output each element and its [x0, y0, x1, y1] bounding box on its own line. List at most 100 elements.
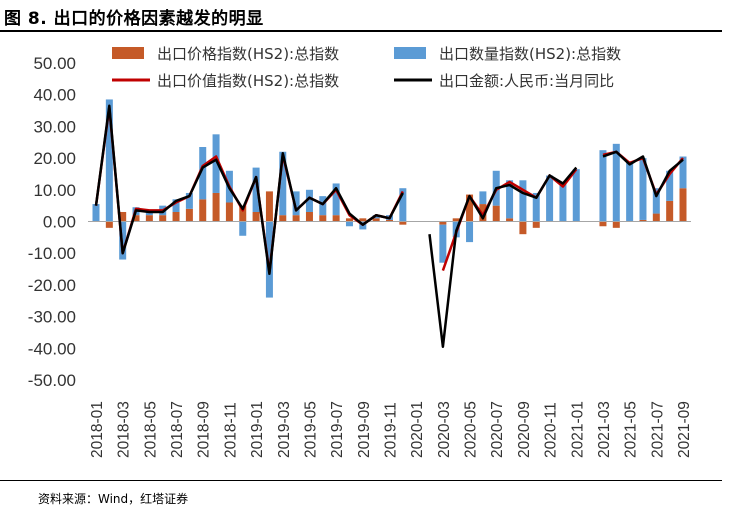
bar-quantity-index	[479, 191, 487, 205]
bar-quantity-index	[506, 180, 514, 219]
bar-price-index	[639, 219, 647, 222]
bar-quantity-index	[185, 192, 193, 209]
x-tick-label: 2019-07	[329, 401, 346, 458]
bar-price-index	[345, 218, 353, 222]
bar-price-index	[239, 205, 247, 222]
bar-price-index	[265, 191, 273, 222]
legend-label: 出口金额:人民币:当月同比	[439, 72, 614, 90]
bar-price-index	[145, 215, 153, 222]
bar-price-index	[359, 218, 367, 222]
x-tick-label: 2018-07	[169, 401, 186, 458]
bar-quantity-index	[559, 183, 567, 222]
x-tick-label: 2021-03	[596, 401, 613, 458]
bar-price-index	[172, 211, 180, 222]
bar-price-index	[519, 221, 527, 235]
x-tick-label: 2020-07	[489, 401, 506, 458]
title-rule	[0, 30, 722, 32]
bar-price-index	[225, 202, 233, 222]
y-tick-label: 50.00	[33, 54, 76, 73]
bar-price-index	[372, 218, 380, 222]
bar-price-index	[185, 208, 193, 222]
bar-quantity-index	[612, 143, 620, 222]
x-tick-label: 2019-03	[276, 401, 293, 458]
bar-price-index	[679, 188, 687, 222]
bar-price-index	[105, 221, 113, 228]
legend-label: 出口价值指数(HS2):总指数	[157, 72, 339, 90]
legend-label: 出口价格指数(HS2):总指数	[157, 45, 339, 63]
bar-quantity-index	[92, 204, 100, 222]
source-note: 资料来源：Wind，红塔证券	[38, 492, 189, 506]
bar-price-index	[159, 215, 167, 222]
bar-price-index	[319, 215, 327, 222]
y-tick-label: -10.00	[28, 244, 76, 263]
x-tick-label: 2018-05	[142, 401, 159, 458]
bar-price-index	[132, 215, 140, 222]
x-tick-label: 2020-03	[436, 401, 453, 458]
line-series	[94, 104, 684, 348]
bar-quantity-index	[639, 158, 647, 220]
x-tick-label: 2020-05	[463, 401, 480, 458]
y-tick-label: -50.00	[28, 371, 76, 390]
line-export-yoy	[94, 104, 684, 348]
bar-price-index	[506, 218, 514, 222]
bar-quantity-index	[519, 180, 527, 222]
bar-quantity-index	[466, 221, 474, 243]
bar-quantity-index	[532, 192, 540, 222]
bar-price-index	[666, 200, 674, 222]
y-tick-label: 40.00	[33, 86, 76, 105]
bar-price-index	[466, 194, 474, 222]
bar-quantity-index	[319, 196, 327, 216]
bar-price-index	[612, 221, 620, 228]
bar-quantity-index	[212, 134, 220, 193]
bar-quantity-index	[679, 156, 687, 189]
bar-quantity-index	[292, 191, 300, 216]
bar-quantity-index	[666, 170, 674, 201]
bar-quantity-index	[252, 167, 260, 212]
y-tick-label: 30.00	[33, 117, 76, 136]
bar-price-index	[279, 215, 287, 222]
bar-price-index	[452, 218, 460, 222]
x-tick-label: 2019-01	[249, 401, 266, 458]
x-tick-label: 2020-01	[409, 401, 426, 458]
x-tick-label: 2018-11	[222, 402, 239, 458]
x-axis-ticks: 2018-01 2018-03 2018-05 2018-07 2018-09 2018-…	[89, 401, 693, 458]
bar-price-index	[652, 213, 660, 222]
bar-quantity-index	[305, 189, 313, 212]
bar-quantity-index	[199, 147, 207, 200]
bar-quantity-index	[546, 175, 554, 222]
bar-quantity-index	[399, 188, 407, 222]
bar-quantity-index	[572, 169, 580, 222]
bar-series	[92, 99, 687, 298]
y-tick-label: -20.00	[28, 276, 76, 295]
bar-quantity-index	[345, 221, 353, 227]
bar-price-index	[305, 211, 313, 222]
line-value-index	[94, 106, 684, 274]
bar-quantity-index	[332, 183, 340, 216]
bar-price-index	[292, 215, 300, 222]
bar-quantity-index	[172, 199, 180, 212]
bar-price-index	[119, 211, 127, 222]
bar-quantity-index	[599, 150, 607, 222]
y-axis-ticks: 50.00 40.00 30.00 20.00 10.00 0.00 -10.00 -20.0…	[28, 54, 76, 390]
legend: 出口价格指数(HS2):总指数 出口数量指数(HS2):总指数出口价值指数(HS2…	[112, 45, 621, 90]
x-tick-label: 2020-11	[543, 402, 560, 458]
y-tick-label: 0.00	[43, 213, 76, 232]
figure-title: 图 8. 出口的价格因素越发的明显	[4, 9, 264, 29]
bar-price-index	[532, 221, 540, 228]
bar-price-index	[386, 219, 393, 222]
legend-swatch	[394, 47, 426, 59]
x-tick-label: 2020-09	[516, 401, 533, 458]
y-tick-label: 20.00	[33, 149, 76, 168]
x-tick-label: 2018-09	[196, 401, 213, 458]
bar-price-index	[492, 205, 500, 222]
x-tick-label: 2019-11	[383, 402, 400, 458]
x-tick-label: 2018-01	[89, 401, 106, 458]
x-tick-label: 2021-01	[569, 401, 586, 458]
bar-quantity-index	[652, 188, 660, 214]
x-tick-label: 2019-09	[356, 401, 373, 458]
bar-price-index	[399, 221, 407, 225]
x-tick-label: 2021-09	[676, 401, 693, 458]
legend-swatch	[112, 47, 144, 59]
bar-price-index	[439, 221, 447, 225]
